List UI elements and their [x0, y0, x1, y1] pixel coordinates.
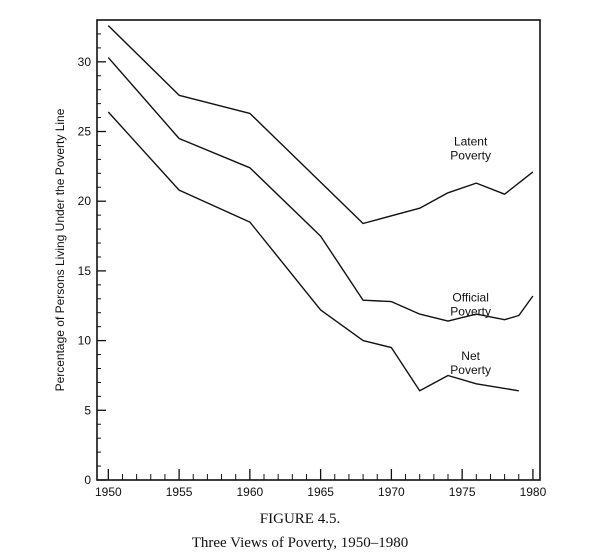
plot-frame [96, 19, 541, 481]
x-tick-label-1960: 1960 [237, 485, 264, 499]
y-tick-label-20: 20 [78, 194, 92, 208]
chart: 0 5 10 15 20 25 30 1950 1955 1960 1965 1970 1975 198… [53, 19, 547, 499]
figure-label: FIGURE 4.5. [259, 511, 341, 527]
y-tick-label-25: 25 [78, 125, 92, 139]
series-label-latent-poverty: Latent Poverty [450, 134, 491, 162]
x-tick-label-1955: 1955 [166, 485, 193, 499]
y-tick-label-0: 0 [84, 473, 91, 487]
y-tick-label-10: 10 [78, 334, 92, 348]
x-tick-label-1950: 1950 [95, 485, 122, 499]
y-tick-label-15: 15 [78, 264, 92, 278]
x-tick-label-1965: 1965 [307, 485, 334, 499]
series-line-net-poverty [107, 111, 519, 392]
series-lines [107, 25, 534, 392]
series-line-latent-poverty [107, 25, 534, 225]
x-tick-label-1975: 1975 [449, 485, 476, 499]
y-tick-label-30: 30 [78, 55, 92, 69]
y-axis-ticks: 0 5 10 15 20 25 30 [78, 33, 106, 487]
y-axis-title: Percentage of Persons Living Under the P… [53, 108, 67, 391]
x-tick-label-1980: 1980 [520, 485, 547, 499]
series-label-net-poverty: Net Poverty [450, 349, 491, 377]
figure-title: Three Views of Poverty, 1950–1980 [191, 535, 409, 551]
y-tick-label-5: 5 [84, 403, 91, 417]
x-axis-ticks: 1950 1955 1960 1965 1970 1975 1980 [95, 469, 547, 499]
series-label-official-poverty: Official Poverty [450, 291, 491, 319]
series-labels: Latent Poverty Official Poverty Net Poverty [450, 134, 491, 377]
series-line-official-poverty [107, 57, 534, 322]
x-tick-label-1970: 1970 [378, 485, 405, 499]
